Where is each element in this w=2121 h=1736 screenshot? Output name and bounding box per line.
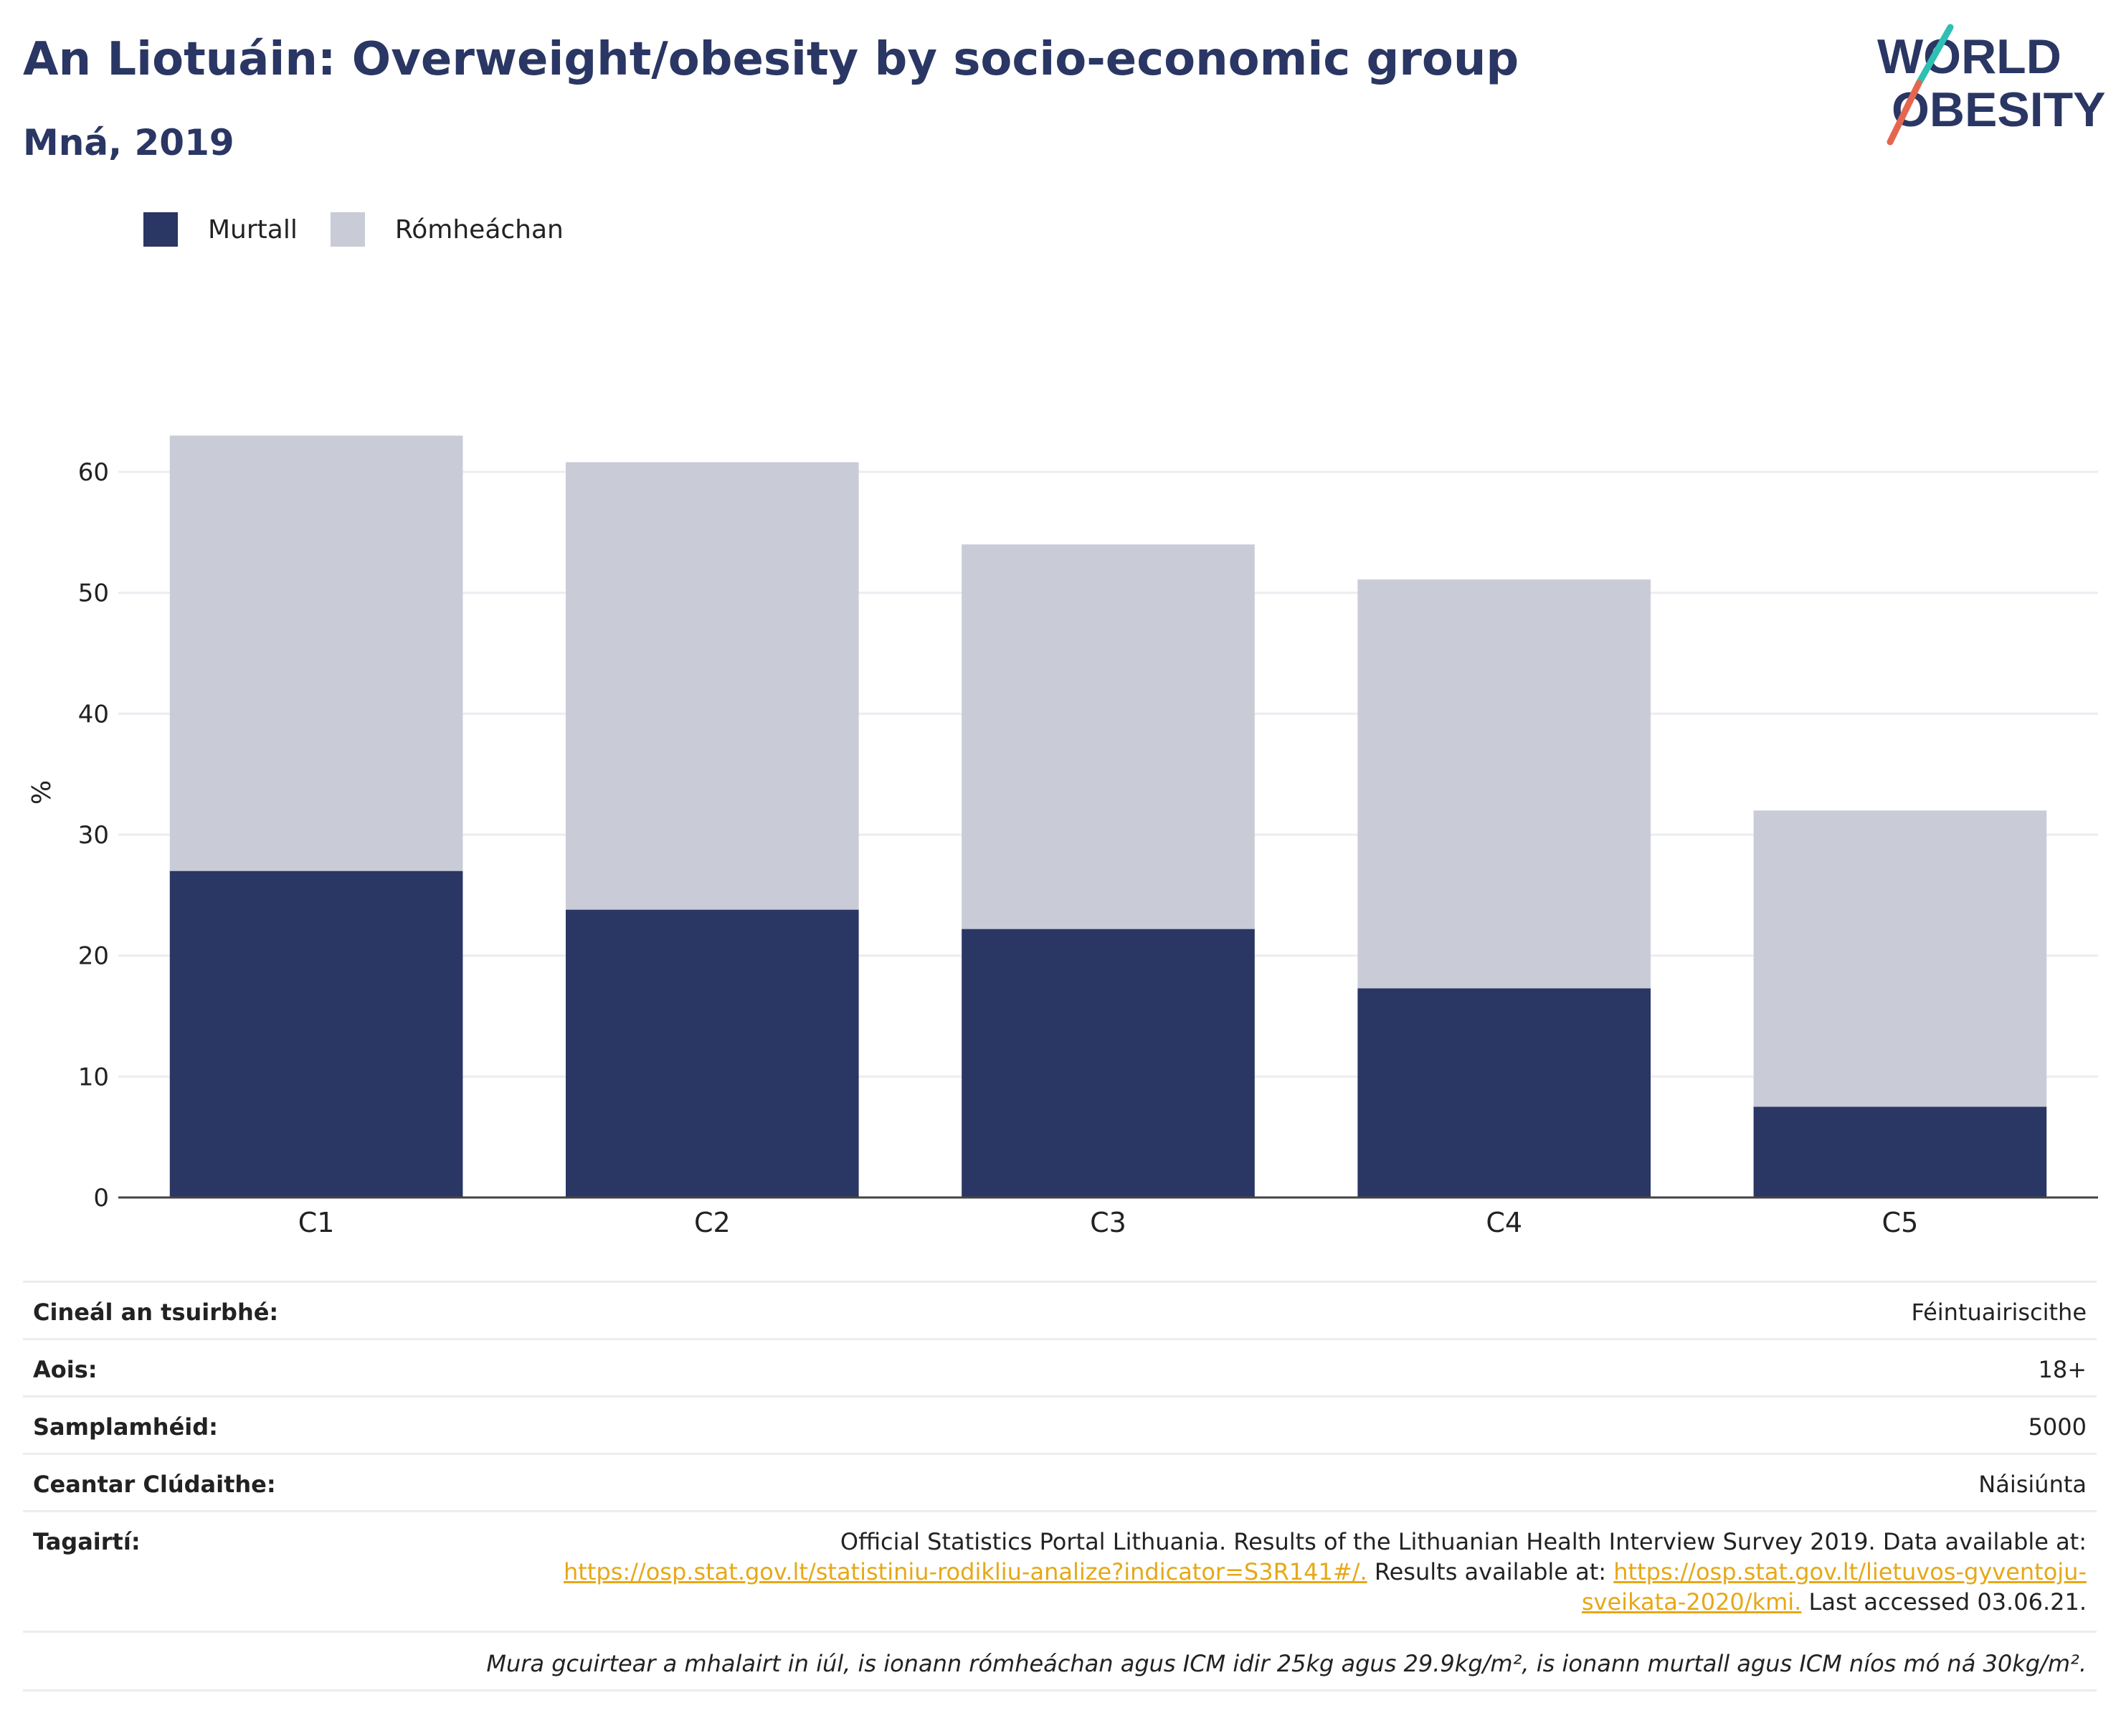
- world-obesity-logo: WORLD OBESITY: [1877, 24, 2106, 146]
- y-tick-label: 30: [78, 821, 109, 850]
- bar-obesity-c5: [1753, 1106, 2047, 1197]
- y-axis-label: %: [27, 780, 57, 805]
- y-tick-label: 20: [78, 942, 109, 971]
- svg-text:WORLD: WORLD: [1877, 29, 2061, 84]
- bar-overweight-c3: [962, 544, 1255, 929]
- y-tick-label: 0: [93, 1184, 109, 1213]
- svg-text:OBESITY: OBESITY: [1892, 82, 2106, 137]
- reference-text-1: Official Statistics Portal Lithuania. Re…: [840, 1528, 2087, 1555]
- chart-legend: Murtall Rómheáchan: [143, 212, 597, 247]
- reference-text-2: Results available at:: [1367, 1558, 1614, 1585]
- stacked-bar-chart: 0 10 20 30 40 50 60% C1 C2 C3 C4 C5: [27, 435, 2098, 1238]
- bar-obesity-c1: [169, 871, 463, 1197]
- page-subtitle: Mná, 2019: [23, 122, 234, 163]
- y-tick-label: 60: [78, 458, 109, 487]
- info-label: Tagairtí:: [23, 1510, 328, 1632]
- y-tick-label: 10: [78, 1063, 109, 1091]
- legend-label-obesity: Murtall: [208, 214, 298, 245]
- info-row-survey-type: Cineál an tsuirbhé: Féintuairiscithe: [23, 1281, 2097, 1339]
- x-tick-label: C1: [298, 1207, 335, 1238]
- reference-text-3: Last accessed 03.06.21.: [1801, 1588, 2087, 1616]
- x-tick-label: C3: [1090, 1207, 1126, 1238]
- bar-overweight-c5: [1753, 810, 2047, 1107]
- bar-obesity-c2: [565, 909, 859, 1197]
- bar-overweight-c1: [169, 435, 463, 871]
- legend-label-overweight: Rómheáchan: [394, 214, 564, 245]
- legend-swatch-obesity: [143, 212, 178, 247]
- bar-obesity-c3: [962, 929, 1255, 1197]
- info-value: 18+: [327, 1338, 2097, 1397]
- y-tick-label: 50: [78, 579, 109, 608]
- info-label: Aois:: [23, 1338, 328, 1397]
- bar-overweight-c4: [1357, 579, 1651, 989]
- page-title: An Liotuáin: Overweight/obesity by socio…: [23, 33, 1519, 86]
- bar-obesity-c4: [1357, 988, 1651, 1197]
- reference-link-2-cont[interactable]: sveikata-2020/kmi.: [1581, 1588, 1802, 1616]
- info-value: Féintuairiscithe: [327, 1281, 2097, 1339]
- y-tick-label: 40: [78, 700, 109, 729]
- x-tick-label: C2: [694, 1207, 731, 1238]
- reference-link-2[interactable]: https://osp.stat.gov.lt/lietuvos-gyvento…: [1613, 1558, 2087, 1585]
- info-row-age: Aois: 18+: [23, 1338, 2097, 1397]
- references-text: Official Statistics Portal Lithuania. Re…: [327, 1510, 2097, 1632]
- info-value: Náisiúnta: [327, 1453, 2097, 1512]
- info-label: Cineál an tsuirbhé:: [23, 1281, 328, 1339]
- info-row-note: Mura gcuirtear a mhalairt in iúl, is ion…: [23, 1631, 2097, 1692]
- x-tick-label: C4: [1486, 1207, 1522, 1238]
- info-row-coverage-area: Ceantar Clúdaithe: Náisiúnta: [23, 1453, 2097, 1512]
- reference-link-1[interactable]: https://osp.stat.gov.lt/statistiniu-rodi…: [564, 1558, 1367, 1585]
- info-row-references: Tagairtí: Official Statistics Portal Lit…: [23, 1510, 2097, 1632]
- bar-overweight-c2: [565, 462, 859, 910]
- x-tick-label: C5: [1882, 1207, 1919, 1238]
- legend-item-obesity: Murtall: [143, 212, 298, 247]
- info-label: Ceantar Clúdaithe:: [23, 1453, 328, 1512]
- legend-swatch-overweight: [330, 212, 365, 247]
- info-label: Samplamhéid:: [23, 1395, 328, 1454]
- info-value: 5000: [327, 1395, 2097, 1454]
- survey-info-table: Cineál an tsuirbhé: Féintuairiscithe Aoi…: [23, 1281, 2097, 1692]
- info-row-sample-size: Samplamhéid: 5000: [23, 1395, 2097, 1454]
- legend-item-overweight: Rómheáchan: [330, 212, 564, 247]
- definition-note: Mura gcuirtear a mhalairt in iúl, is ion…: [23, 1631, 2097, 1692]
